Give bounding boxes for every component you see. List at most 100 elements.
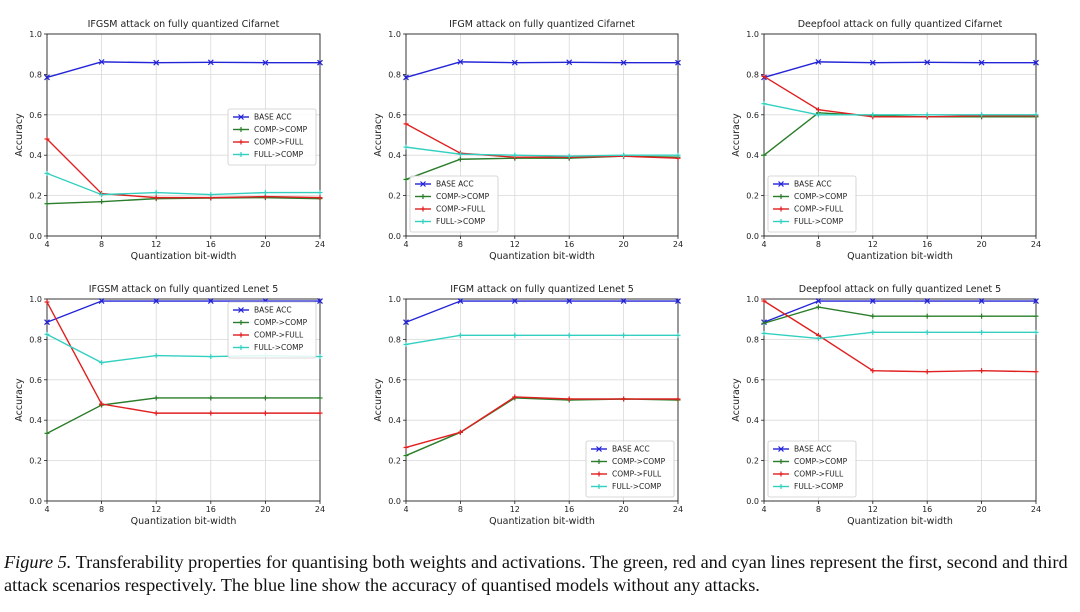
x-tick-label: 24 <box>1031 505 1041 514</box>
x-tick-label: 12 <box>868 505 878 514</box>
series-point-3 <box>317 190 323 196</box>
legend-marker-0 <box>778 446 784 452</box>
series-point-2 <box>924 369 930 375</box>
y-tick-label: 0.8 <box>388 70 401 79</box>
y-tick-label: 0.2 <box>29 192 42 201</box>
legend-box <box>585 440 675 498</box>
x-tick-label: 4 <box>761 240 766 249</box>
x-tick-label: 16 <box>206 505 216 514</box>
y-tick-label: 0.2 <box>388 457 401 466</box>
legend-label: COMP->FULL <box>794 470 844 479</box>
series-point-2 <box>208 410 214 416</box>
series-line-0 <box>405 300 678 323</box>
legend-label: FULL->COMP <box>794 482 844 491</box>
x-tick-label: 20 <box>977 240 987 249</box>
chart-panel-4: 4 8 12 16 20 24 0.0 0.2 0.4 0.6 0.8 1.0 IFGM attack … <box>373 284 683 527</box>
series-point-3 <box>44 170 50 176</box>
legend-label: FULL->COMP <box>612 482 662 491</box>
x-tick-label: 12 <box>510 505 520 514</box>
series-line-2 <box>405 396 678 449</box>
series-point-2 <box>262 410 268 416</box>
legend-marker-0-b <box>778 181 784 187</box>
x-axis-label: Quantization bit-width <box>131 516 237 527</box>
y-tick-label: 0.6 <box>29 376 42 385</box>
legend-marker-2 <box>238 332 244 338</box>
chart-title: IFGSM attack on fully quantized Lenet 5 <box>89 284 279 295</box>
series-point-3 <box>512 332 518 338</box>
series-line-2 <box>46 301 320 414</box>
legend-label: FULL->COMP <box>254 150 304 159</box>
legend-label: COMP->FULL <box>794 205 844 214</box>
legend-marker-0 <box>596 446 602 452</box>
legend-label: FULL->COMP <box>436 217 486 226</box>
legend-label: COMP->COMP <box>254 125 308 134</box>
x-tick-label: 16 <box>206 240 216 249</box>
series-line-1 <box>763 112 1036 156</box>
legend-marker-0-b <box>420 181 426 187</box>
series-point-0-b <box>457 58 464 65</box>
series-point-0 <box>457 58 464 65</box>
series-point-3 <box>566 153 572 159</box>
y-tick-label: 1.0 <box>746 295 759 304</box>
series-point-0-b <box>566 59 573 66</box>
y-tick-label: 0.2 <box>746 457 759 466</box>
legend-marker-0 <box>238 114 244 120</box>
series-point-0 <box>403 319 409 326</box>
x-tick-label: 20 <box>977 505 987 514</box>
legend-marker-3 <box>238 152 244 157</box>
x-axis-label: Quantization bit-width <box>489 516 595 527</box>
y-tick-label: 0.6 <box>29 111 42 120</box>
series-point-2 <box>153 410 159 416</box>
series-point-0-b <box>978 298 985 304</box>
chart-panel-1: 4 8 12 16 20 24 0.0 0.2 0.4 0.6 0.8 1.0 IFGM attack … <box>373 19 683 262</box>
series-point-0 <box>1033 59 1039 66</box>
series-point-3 <box>924 112 930 118</box>
y-tick-label: 1.0 <box>388 30 401 39</box>
x-tick-label: 12 <box>510 240 520 249</box>
legend-marker-2 <box>238 139 244 145</box>
series-point-0-b <box>511 59 518 66</box>
x-tick-label: 4 <box>761 505 766 514</box>
x-tick-label: 16 <box>922 240 932 249</box>
y-tick-label: 0.2 <box>29 457 42 466</box>
series-point-1 <box>403 176 409 182</box>
legend-box <box>767 440 857 498</box>
series-point-1 <box>208 395 214 401</box>
series-point-3 <box>1033 329 1039 335</box>
legend-marker-2 <box>778 206 784 212</box>
x-tick-label: 8 <box>99 240 104 249</box>
series-point-0-b <box>207 59 214 66</box>
series-point-0-b <box>262 59 269 66</box>
legend: BASE ACC COMP->COMP COMP->FULL FULL->COMP <box>409 175 499 233</box>
legend-label: BASE ACC <box>794 180 832 189</box>
series-point-1 <box>1033 313 1039 319</box>
series-point-2 <box>675 396 681 402</box>
series-point-1 <box>761 152 767 158</box>
y-axis-label: Accuracy <box>373 113 384 157</box>
series-point-0 <box>566 298 573 304</box>
chart-panel-3: 4 8 12 16 20 24 0.0 0.2 0.4 0.6 0.8 1.0 IFGSM attack… <box>14 284 325 527</box>
series-line-2 <box>763 75 1036 118</box>
series-point-3 <box>870 329 876 335</box>
legend-marker-2 <box>596 471 602 477</box>
legend-label: COMP->COMP <box>794 192 848 201</box>
y-tick-label: 0.4 <box>29 151 42 160</box>
series-point-0-b <box>675 59 681 66</box>
series-point-3 <box>815 112 821 118</box>
y-tick-label: 0.0 <box>746 232 759 241</box>
x-tick-label: 24 <box>315 240 325 249</box>
series-point-0 <box>815 58 822 65</box>
series-point-0-b <box>620 298 627 304</box>
series-point-0-b <box>869 59 876 66</box>
series-point-0 <box>675 298 681 304</box>
y-tick-label: 0.4 <box>388 151 401 160</box>
series-point-1 <box>403 453 409 459</box>
x-tick-label: 4 <box>403 505 408 514</box>
series-point-3 <box>1033 112 1039 118</box>
x-tick-label: 20 <box>260 240 270 249</box>
series-line-0 <box>763 61 1036 79</box>
series-point-3 <box>761 101 767 107</box>
y-tick-label: 1.0 <box>29 30 42 39</box>
series-point-2 <box>317 410 323 416</box>
legend-marker-1 <box>596 459 602 464</box>
